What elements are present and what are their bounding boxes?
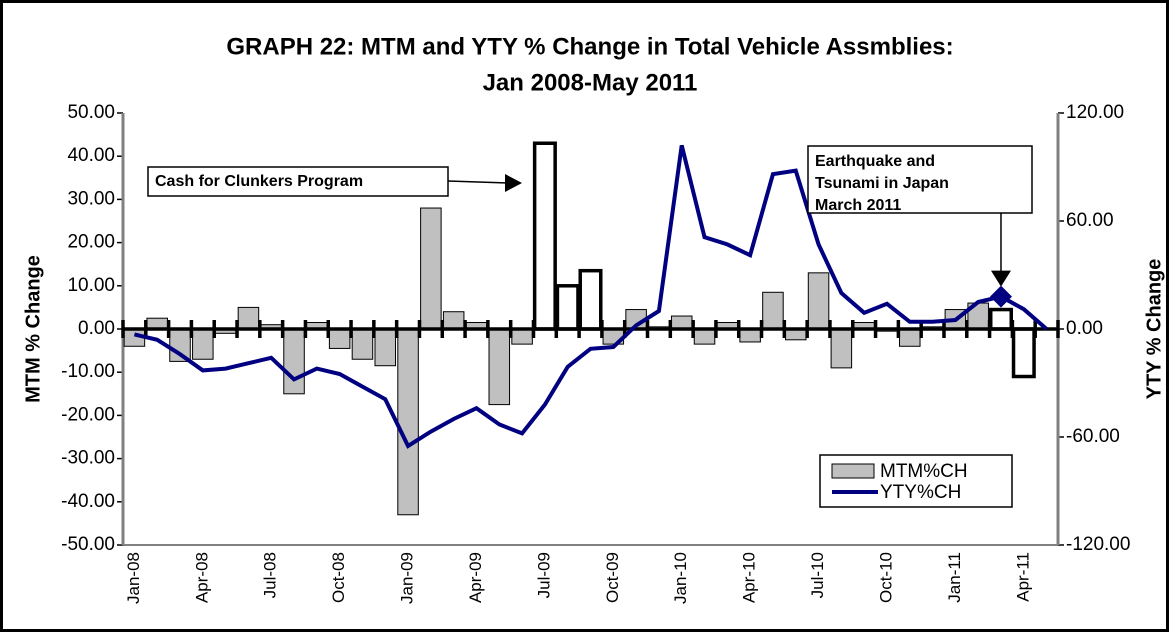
bar <box>238 307 259 329</box>
x-tick-label: Jan-10 <box>671 552 690 604</box>
bar <box>352 329 373 359</box>
bar <box>740 329 761 342</box>
bar <box>580 271 601 329</box>
annotation-text: Cash for Clunkers Program <box>155 173 363 190</box>
bar <box>489 329 510 405</box>
x-tick-label: Jul-10 <box>808 552 827 598</box>
x-tick-label: Oct-10 <box>876 552 895 603</box>
bar <box>512 329 533 344</box>
bar <box>535 143 556 329</box>
bar <box>808 273 829 329</box>
x-tick-label: Jan-08 <box>124 552 143 604</box>
bar <box>375 329 396 366</box>
y2-tick-label: 60.00 <box>1066 210 1114 231</box>
bar <box>284 329 305 394</box>
bar <box>671 316 692 329</box>
y-tick-label: -10.00 <box>61 361 115 382</box>
x-tick-label: Jul-09 <box>534 552 553 598</box>
bar <box>1014 329 1035 377</box>
bar <box>991 310 1012 329</box>
legend-swatch <box>832 464 874 478</box>
bar <box>900 329 921 346</box>
x-tick-label: Jul-08 <box>261 552 280 598</box>
y-tick-label: -40.00 <box>61 491 115 512</box>
y2-tick-label: 0.00 <box>1066 318 1103 339</box>
x-tick-label: Oct-08 <box>329 552 348 603</box>
x-tick-label: Apr-09 <box>466 552 485 603</box>
y-tick-label: 0.00 <box>78 318 115 339</box>
y-tick-label: 40.00 <box>67 145 115 166</box>
y2-tick-label: 120.00 <box>1066 102 1124 123</box>
x-tick-label: Jan-09 <box>398 552 417 604</box>
y-tick-label: 50.00 <box>67 102 115 123</box>
bar <box>421 208 442 329</box>
bar <box>398 329 419 515</box>
bar <box>763 292 784 329</box>
bar <box>329 329 350 348</box>
annotation-text: March 2011 <box>815 197 901 214</box>
bar <box>443 312 464 329</box>
legend-label: MTM%CH <box>880 461 968 482</box>
y2-axis-label: YTY % Change <box>1143 259 1165 400</box>
x-tick-label: Oct-09 <box>603 552 622 603</box>
y-tick-label: 30.00 <box>67 188 115 209</box>
x-tick-label: Apr-10 <box>740 552 759 603</box>
y-axis-label: MTM % Change <box>22 255 44 403</box>
bar <box>193 329 214 359</box>
annotation-text: Earthquake and <box>815 153 935 170</box>
bar <box>831 329 852 368</box>
chart-title: GRAPH 22: MTM and YTY % Change in Total … <box>226 33 953 60</box>
x-tick-label: Jan-11 <box>945 552 964 603</box>
chart: GRAPH 22: MTM and YTY % Change in Total … <box>0 0 1169 632</box>
annotation-text: Tsunami in Japan <box>815 175 949 192</box>
y-tick-label: -20.00 <box>61 404 115 425</box>
x-tick-label: Apr-11 <box>1013 552 1032 602</box>
bar <box>557 286 578 329</box>
legend: MTM%CHYTY%CH <box>820 455 1012 507</box>
bar <box>694 329 715 344</box>
y2-tick-label: -60.00 <box>1066 426 1120 447</box>
chart-title: Jan 2008-May 2011 <box>483 69 698 96</box>
x-tick-label: Apr-08 <box>192 552 211 603</box>
y-tick-label: 20.00 <box>67 232 115 253</box>
y-tick-label: 10.00 <box>67 275 115 296</box>
legend-label: YTY%CH <box>880 482 961 503</box>
y-tick-label: -30.00 <box>61 448 115 469</box>
y-tick-label: -50.00 <box>61 534 115 555</box>
y2-tick-label: -120.00 <box>1066 534 1130 555</box>
